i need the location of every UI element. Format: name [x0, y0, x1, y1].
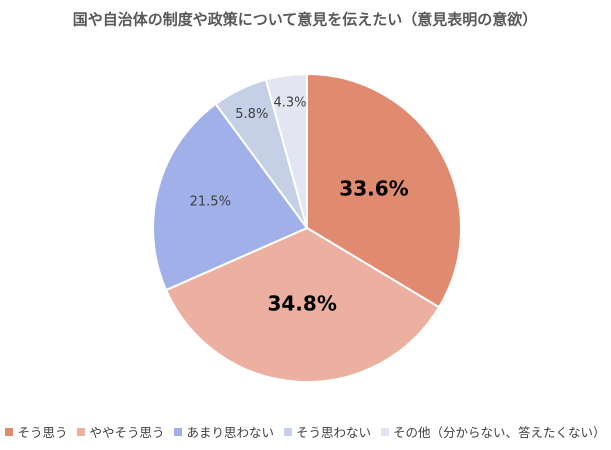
data-label: 5.8%	[235, 107, 268, 122]
legend-label: そう思う	[17, 425, 68, 440]
data-label: 33.6%	[339, 177, 408, 201]
legend-swatch	[284, 427, 292, 436]
chart-title: 国や自治体の制度や政策について意見を伝えたい（意見表明の意欲）	[73, 11, 538, 29]
legend-swatch	[5, 427, 14, 436]
legend-label: その他（分からない、答えたくない）	[393, 425, 606, 440]
legend-item: そう思わない	[284, 422, 371, 441]
pie-slice	[264, 72, 308, 229]
legend-label: ややそう思う	[89, 425, 165, 440]
data-label: 21.5%	[190, 195, 231, 210]
legend-item: そう思う	[5, 422, 67, 441]
legend-item: ややそう思う	[77, 422, 164, 441]
legend: そう思う ややそう思う あまり思わない そう思わない その他（分からない、答えたくない）	[0, 422, 611, 441]
data-label: 4.3%	[273, 95, 306, 110]
data-label: 34.8%	[267, 291, 336, 315]
chart: 国や自治体の制度や政策について意見を伝えたい（意見表明の意欲） 33.6% 34.…	[73, 11, 538, 383]
pie-slice	[306, 72, 462, 309]
legend-swatch	[174, 427, 183, 436]
pie-slice	[152, 102, 309, 292]
legend-label: そう思わない	[296, 425, 372, 440]
legend-swatch	[381, 427, 390, 436]
legend-label: あまり思わない	[186, 425, 274, 440]
legend-item: その他（分からない、答えたくない）	[381, 422, 606, 441]
pie-slice	[164, 226, 441, 383]
legend-item: あまり思わない	[174, 422, 274, 441]
legend-swatch	[77, 427, 86, 436]
